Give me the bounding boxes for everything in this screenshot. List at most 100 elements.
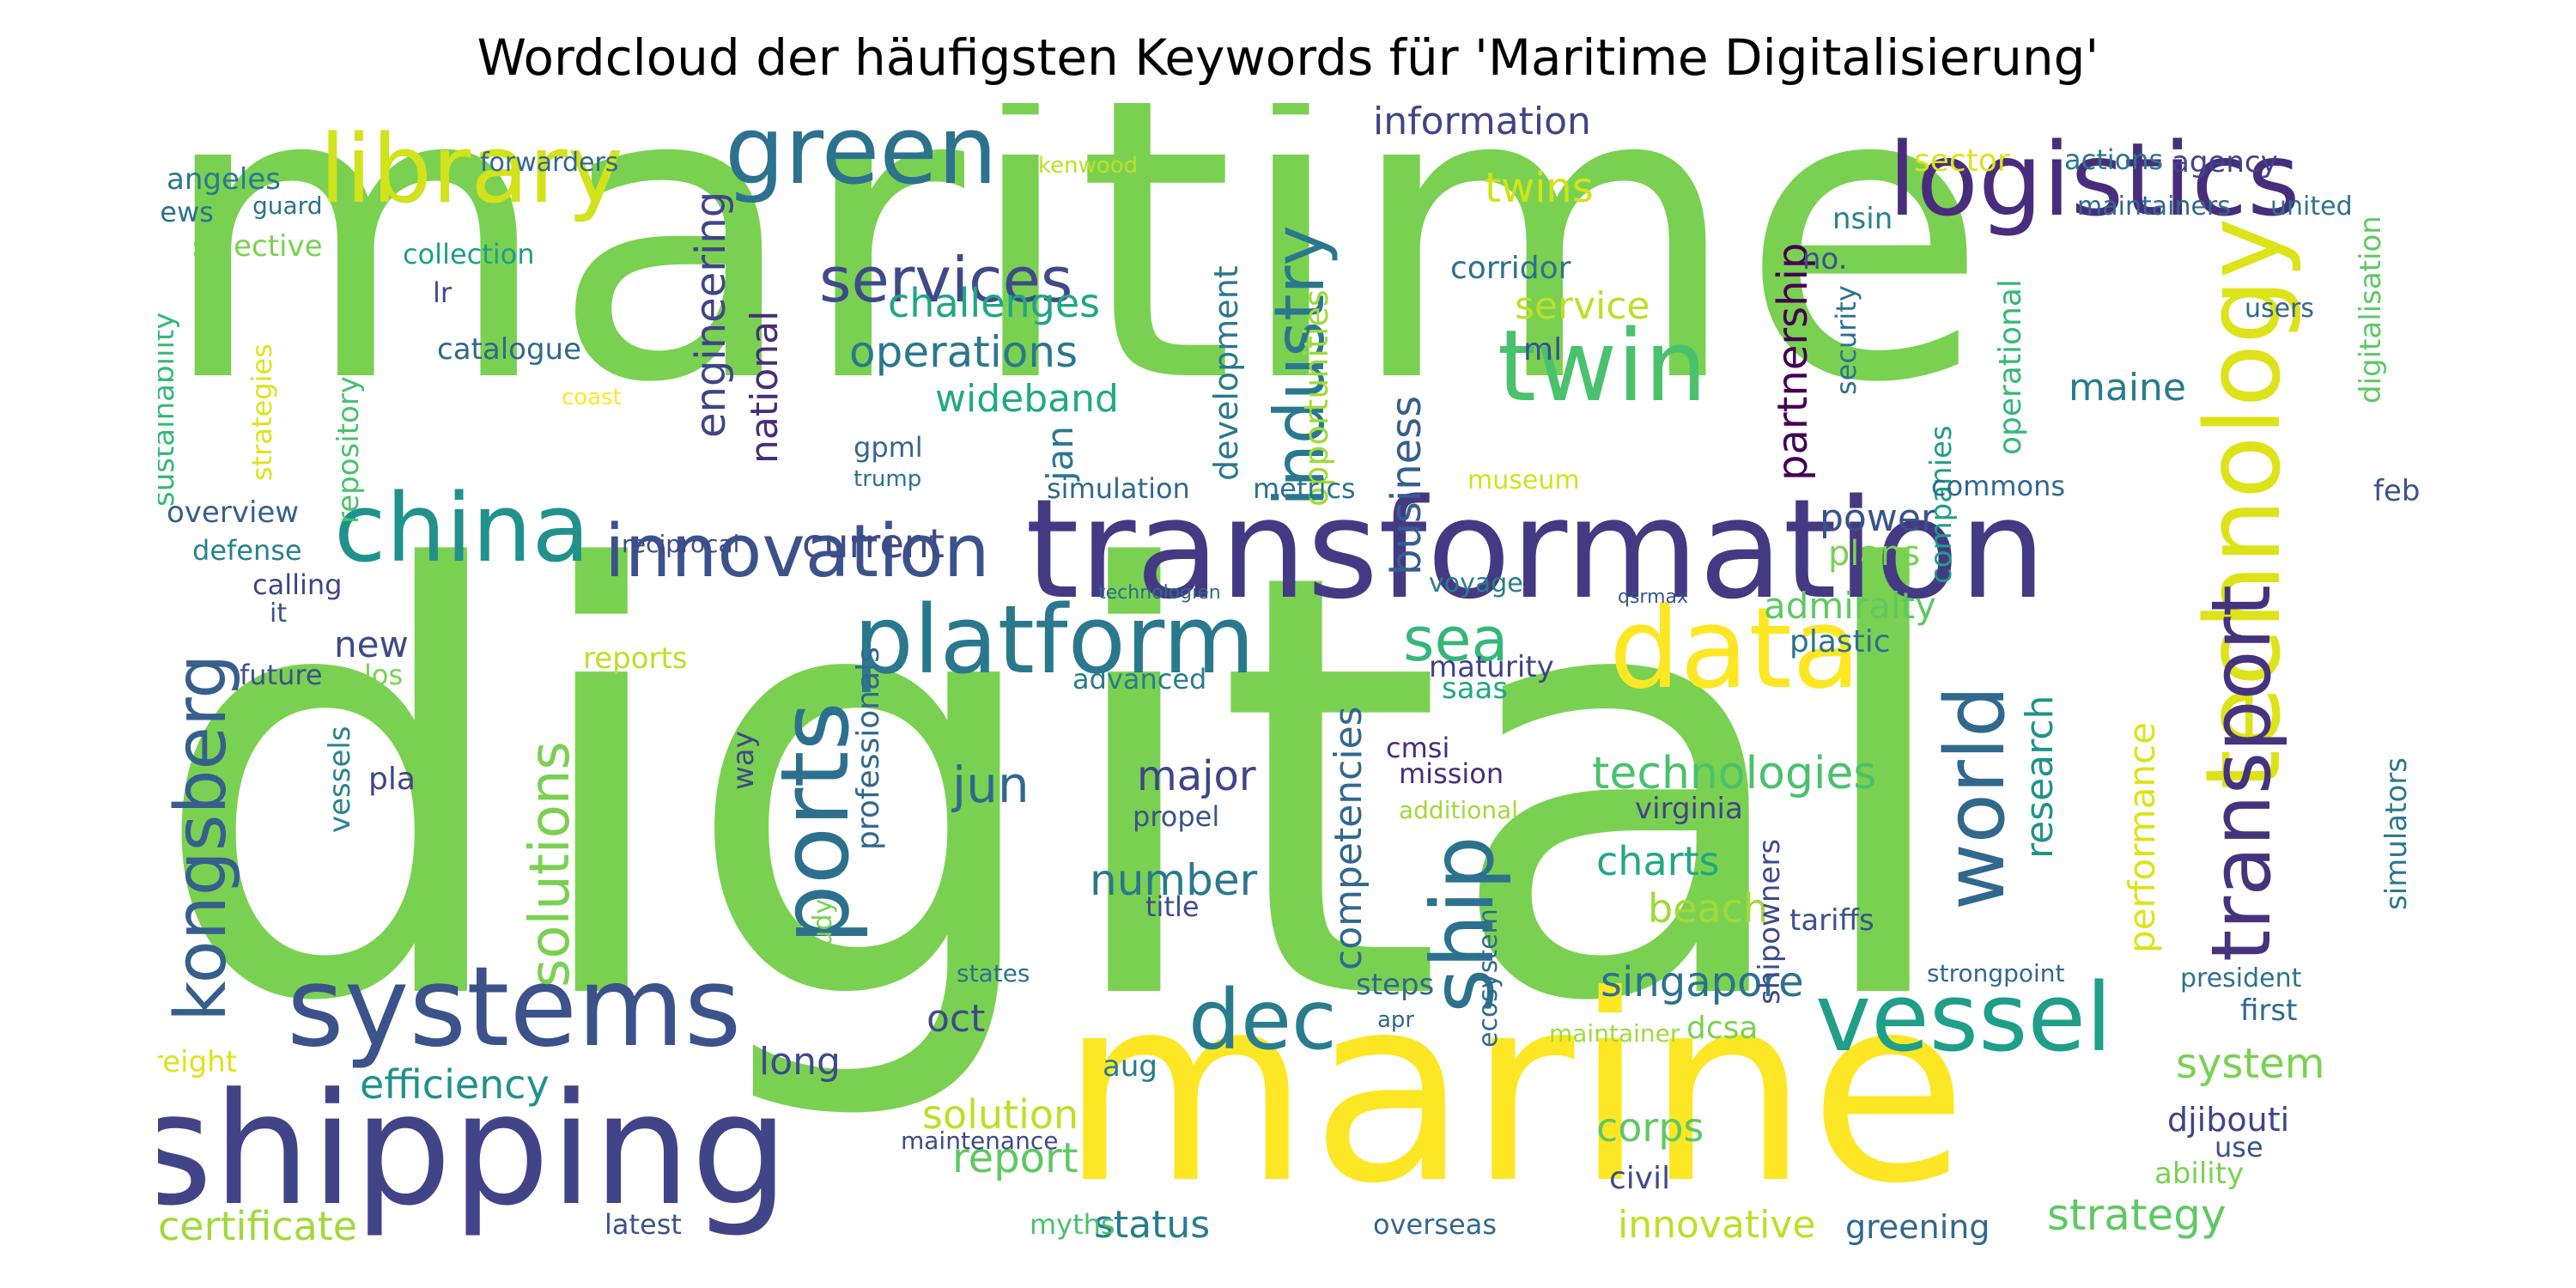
word-aug: aug: [1103, 1049, 1157, 1084]
word-catalogue: catalogue: [437, 332, 581, 367]
word-overseas: overseas: [1373, 1208, 1497, 1241]
word-efficiency: efficiency: [360, 1061, 550, 1108]
word-ecosystem: ecosystem: [1473, 908, 1504, 1048]
word-status: status: [1094, 1203, 1211, 1247]
word-companies: companies: [1924, 425, 1959, 584]
chart-title: Wordcloud der häufigsten Keywords für 'M…: [477, 28, 2099, 87]
word-solution: solution: [922, 1091, 1079, 1138]
word-states: states: [957, 959, 1030, 987]
word-corridor: corridor: [1450, 251, 1571, 286]
word-president: president: [2180, 963, 2302, 993]
word-vessels: vessels: [323, 726, 357, 833]
word-repository: repository: [331, 376, 366, 524]
word-technologies: technologies: [1592, 748, 1877, 799]
word-long: long: [759, 1040, 841, 1084]
word-ability: ability: [2154, 1157, 2245, 1191]
word-platform: platform: [854, 585, 1255, 695]
word-new: new: [334, 623, 409, 665]
word-systems: systems: [287, 944, 742, 1072]
word-oct: oct: [927, 997, 986, 1041]
word-coast: coast: [562, 385, 622, 410]
word-myths: myths: [1030, 1208, 1115, 1241]
word-overview: overview: [167, 495, 300, 530]
word-singapore: singapore: [1601, 958, 1804, 1006]
word-corps: corps: [1596, 1104, 1704, 1151]
word-freight: freight: [158, 1045, 238, 1079]
word-marine: marine: [1060, 940, 1968, 1240]
word-agency: agency: [2172, 145, 2278, 179]
word-certificate: certificate: [158, 1203, 358, 1249]
word-commons: commons: [1931, 470, 2066, 502]
word-admiralty: admiralty: [1764, 585, 1936, 627]
word-guard: guard: [252, 191, 323, 220]
word-logistics: logistics: [1888, 120, 2300, 239]
word-dec: dec: [1188, 972, 1337, 1068]
word-latest: latest: [605, 1208, 682, 1241]
word-number: number: [1090, 855, 1258, 905]
word-collection: collection: [403, 238, 535, 270]
word-title: title: [1145, 890, 1200, 923]
word-strongpoint: strongpoint: [1927, 959, 2065, 987]
word-beach: beach: [1648, 885, 1769, 932]
word-innovative: innovative: [1618, 1203, 1816, 1247]
word-study: study: [808, 898, 838, 970]
word-dcsa: dcsa: [1686, 1011, 1759, 1046]
word-propel: propel: [1133, 800, 1220, 833]
word-maritime: maritime: [158, 103, 1989, 471]
word-greening: greening: [1845, 1208, 1990, 1246]
word-united: united: [2270, 191, 2353, 222]
word-maintenance: maintenance: [901, 1127, 1059, 1155]
word-angeles: angeles: [167, 162, 281, 197]
word-metrics: metrics: [1253, 472, 1356, 505]
word-nsin: nsin: [1832, 202, 1893, 236]
word-cmsi: cmsi: [1386, 732, 1450, 764]
word-system: system: [2176, 1040, 2325, 1088]
word-simulators: simulators: [2379, 757, 2414, 910]
word-news: news: [158, 196, 214, 228]
word-simulation: simulation: [1047, 472, 1190, 505]
word-power: power: [1820, 496, 1936, 540]
word-green: green: [725, 103, 998, 205]
word-ml: ml: [1523, 332, 1563, 368]
word-business: business: [1382, 395, 1431, 575]
word-shipowners: shipowners: [1753, 838, 1787, 1005]
word-calling: calling: [252, 568, 343, 601]
word-maintainer: maintainer: [1549, 1019, 1680, 1048]
word-current: current: [802, 520, 945, 567]
word-virginia: virginia: [1635, 792, 1743, 826]
word-challenges: challenges: [888, 280, 1101, 326]
word-major: major: [1137, 752, 1256, 800]
word-performance: performance: [2121, 722, 2163, 953]
word-use: use: [2215, 1131, 2263, 1163]
word-vessel: vessel: [1815, 963, 2112, 1072]
word-strategies: strategies: [246, 343, 278, 481]
word-operations: operations: [849, 327, 1078, 377]
word-wideband: wideband: [935, 377, 1119, 421]
word-saas: saas: [1442, 671, 1509, 706]
word-it: it: [270, 598, 288, 629]
word-twins: twins: [1485, 164, 1594, 212]
word-national: national: [743, 310, 787, 464]
word-qsrmax: qsrmax: [1618, 586, 1689, 608]
word-technologien: technologien: [1098, 582, 1221, 604]
word-djibouti: djibouti: [2167, 1101, 2290, 1139]
word-twin: twin: [1498, 309, 1707, 424]
word-steps: steps: [1356, 968, 1435, 1002]
word-no.: no.: [1802, 242, 1848, 276]
word-tariffs: tariffs: [1789, 903, 1874, 938]
word-transformation: transformation: [1025, 469, 2046, 629]
word-pla: pla: [368, 762, 416, 797]
word-advanced: advanced: [1072, 663, 1207, 696]
word-sea: sea: [1403, 605, 1509, 675]
word-professionals: professionals: [851, 647, 886, 850]
word-transport: transport: [2195, 585, 2289, 962]
word-shipping: shipping: [158, 1060, 789, 1240]
word-maturity: maturity: [1429, 650, 1554, 684]
word-maine: maine: [2069, 366, 2187, 410]
word-partnership: partnership: [1769, 242, 1817, 481]
word-digital: digital: [158, 450, 1965, 1129]
word-gpml: gpml: [854, 431, 923, 464]
word-service: service: [1515, 284, 1650, 328]
word-forwarders: forwarders: [480, 148, 619, 178]
word-development: development: [1207, 265, 1245, 481]
